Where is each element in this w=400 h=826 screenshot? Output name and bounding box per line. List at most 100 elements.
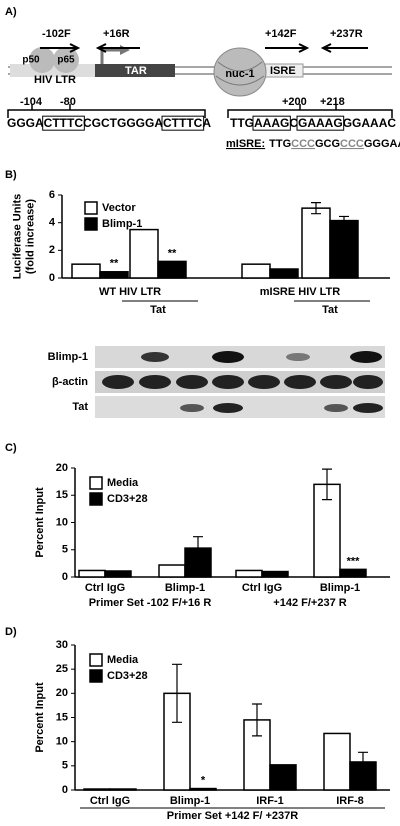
sequence-box <box>161 115 205 131</box>
sequence-part: CGCTGGGGA <box>83 116 163 130</box>
blot-label: β-actin <box>52 376 88 388</box>
legend-swatch <box>89 476 103 490</box>
group-label: mISRE HIV LTR <box>260 286 341 298</box>
legend-swatch <box>89 492 103 506</box>
primer-label: -102F <box>42 28 71 40</box>
bar <box>339 568 367 578</box>
legend-swatch <box>84 201 98 215</box>
bar <box>129 228 159 279</box>
mutant-label: mISRE: <box>226 138 265 150</box>
diagram: -102F +16R +142F +237R p50 p65 HIV LTR T… <box>7 28 400 150</box>
position-label: +200 <box>282 96 307 108</box>
y-tick-label: 0 <box>62 571 68 583</box>
bar <box>83 788 111 791</box>
bar <box>261 570 289 578</box>
annotation: ** <box>110 258 119 270</box>
position-label: +218 <box>320 96 345 108</box>
position-label: -104 <box>20 96 43 108</box>
y-tick-label: 30 <box>56 639 68 651</box>
y-axis-label: Luciferase Units <box>11 194 23 280</box>
y-tick-label: 0 <box>62 784 68 796</box>
bar <box>269 764 297 791</box>
blot-label: Tat <box>72 401 88 413</box>
sequence-part: CTTTC <box>44 116 84 130</box>
bar <box>158 564 186 578</box>
bar <box>99 271 129 279</box>
sequence-part: CCC <box>291 138 315 150</box>
sequence: TTGAAAGCGAAAGGGAAAC <box>230 116 396 130</box>
blot-label: Blimp-1 <box>48 351 88 363</box>
x-tick-label: Ctrl IgG <box>85 582 125 594</box>
legend-label: Media <box>107 654 139 666</box>
x-tick-label: IRF-8 <box>336 795 364 807</box>
panel-label: A) <box>5 6 17 18</box>
y-tick-label: 10 <box>56 516 68 528</box>
error-bar <box>193 536 203 561</box>
y-axis-label: Percent Input <box>34 487 46 558</box>
y-tick-label: 25 <box>56 663 68 675</box>
sequence-part: GGGA <box>7 116 44 130</box>
bar <box>71 263 101 279</box>
y-tick-label: 15 <box>56 711 68 723</box>
sequence-part: TTG <box>269 138 291 150</box>
x-tick-label: Ctrl IgG <box>90 795 130 807</box>
error-bar <box>322 468 332 501</box>
error-bar <box>358 751 368 773</box>
legend-label: Media <box>107 477 139 489</box>
bar <box>104 570 132 578</box>
sequence-part: A <box>202 116 211 130</box>
bar <box>323 732 351 791</box>
primer-label: +142F <box>265 28 297 40</box>
y-tick-label: 10 <box>56 736 68 748</box>
panel-label: D) <box>5 626 17 638</box>
bar <box>235 569 263 578</box>
legend-swatch <box>89 669 103 683</box>
bar <box>301 207 331 279</box>
sequence-box <box>42 115 85 131</box>
legend-label: Vector <box>102 202 136 214</box>
x-tick-label: Tat <box>322 304 338 316</box>
error-bar <box>172 663 182 723</box>
panel-label: C) <box>5 442 17 454</box>
panel-label: B) <box>5 169 17 181</box>
bar <box>109 788 137 791</box>
annotation: * <box>201 774 206 786</box>
bar <box>184 547 212 578</box>
legend-swatch <box>84 217 98 231</box>
bar <box>241 263 271 279</box>
annotation: *** <box>347 555 361 567</box>
sequence-part: CTTTC <box>163 116 203 130</box>
sequence-box <box>296 115 345 131</box>
factor-label: p65 <box>57 55 75 66</box>
bar <box>329 219 359 279</box>
primer-label: +237R <box>330 28 363 40</box>
group-label: WT HIV LTR <box>99 286 161 298</box>
y-axis-label: Percent Input <box>34 682 46 753</box>
x-tick-label: IRF-1 <box>256 795 284 807</box>
x-tick-label: Blimp-1 <box>320 582 360 594</box>
legend-label: CD3+28 <box>107 493 148 505</box>
x-tick-label: Tat <box>150 304 166 316</box>
y-tick-label: 20 <box>56 462 68 474</box>
y-tick-label: 2 <box>49 244 55 256</box>
element-label: ISRE <box>270 65 296 77</box>
bar <box>269 268 299 279</box>
legend-label: Blimp-1 <box>102 218 142 230</box>
bar <box>157 260 187 279</box>
sequence-part: GCG <box>315 138 340 150</box>
bar <box>78 569 106 578</box>
factor-label: p50 <box>22 55 40 66</box>
position-label: -80 <box>60 96 76 108</box>
sequence-part: CCC <box>340 138 364 150</box>
x-tick-label: Ctrl IgG <box>242 582 282 594</box>
x-axis-label: Primer Set +142 F/ +237R <box>167 810 299 822</box>
sequence-part: C <box>289 116 298 130</box>
sequence-part: TTG <box>230 116 254 130</box>
sequence-box <box>252 115 291 131</box>
error-bar <box>339 215 349 226</box>
legend-label: CD3+28 <box>107 670 148 682</box>
western-blot: Blimp-1 β-actin Tat <box>48 346 385 418</box>
sequence: mISRE:TTGCCCGCGCCCGGGAAAC <box>226 138 400 150</box>
element-label: nuc-1 <box>225 68 254 80</box>
